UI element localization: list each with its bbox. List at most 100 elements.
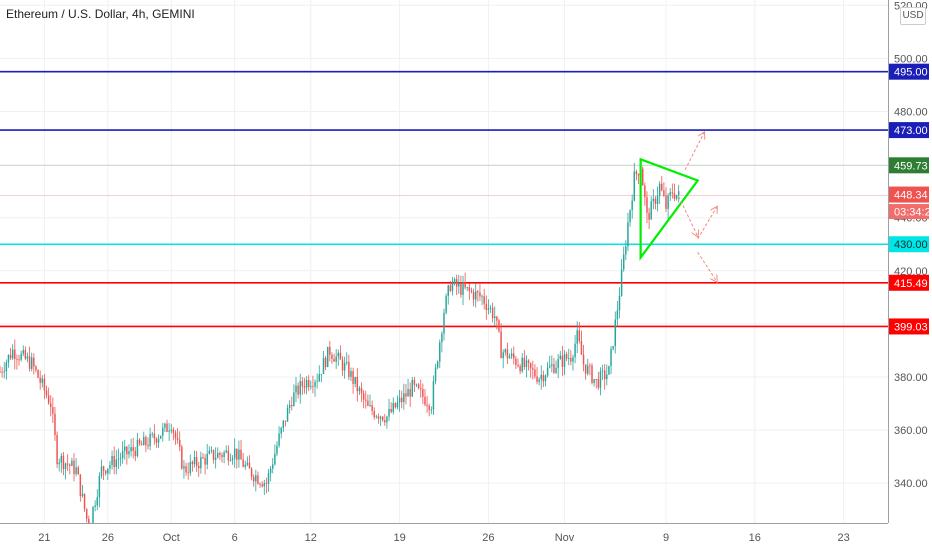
candle-body — [409, 389, 411, 397]
candle-body — [246, 462, 249, 465]
candle-body — [316, 381, 318, 382]
candles — [0, 158, 680, 542]
candle-body — [153, 433, 156, 439]
candle-body — [329, 346, 331, 355]
candle-body — [30, 357, 33, 369]
candle-body — [274, 453, 276, 465]
candle-body — [166, 423, 168, 432]
candle-body — [28, 356, 31, 369]
candle-body — [394, 402, 397, 408]
candle-body — [462, 282, 464, 295]
candle-body — [210, 450, 213, 451]
candle-body — [555, 367, 557, 373]
currency-button[interactable]: USD — [900, 7, 926, 25]
candle-body — [510, 353, 513, 357]
candle-body — [9, 355, 12, 359]
candle-body — [375, 416, 378, 418]
candle-body — [136, 439, 139, 457]
candle-body — [540, 375, 542, 380]
countdown-badge-bg — [889, 204, 929, 220]
candle-body — [460, 283, 462, 295]
candle-body — [227, 450, 230, 461]
candle-body — [635, 171, 638, 174]
candle-body — [69, 464, 71, 466]
candle-body — [384, 420, 386, 423]
candle-body — [94, 505, 96, 507]
level-badge-bg — [889, 122, 929, 139]
candle-body — [346, 361, 348, 363]
candle-body — [214, 457, 217, 460]
candle-body — [56, 434, 58, 465]
candle-body — [426, 404, 428, 406]
candle-body — [496, 316, 498, 321]
candle-body — [675, 194, 678, 199]
price-tick-label: 340.00 — [894, 478, 928, 490]
candle-body — [392, 402, 394, 412]
candle-body — [121, 450, 124, 458]
candle-body — [310, 386, 312, 388]
candle-body — [673, 193, 676, 199]
price-axis[interactable]: 340.00360.00380.00400.00420.00440.00460.… — [888, 0, 932, 550]
candle-body — [451, 283, 454, 291]
candle-body — [143, 437, 145, 446]
candle-body — [534, 369, 536, 377]
candle-body — [284, 420, 287, 422]
candle-body — [66, 463, 69, 465]
countdown-badge: 03:34:29 — [894, 207, 932, 219]
candle-body — [629, 210, 631, 223]
candle-body — [593, 379, 595, 383]
candle-body — [5, 362, 8, 372]
time-axis[interactable]: 21 26 Oct 6 12 19 26 Nov 9 16 23 — [0, 523, 932, 550]
candle-body — [16, 359, 18, 360]
candle-body — [132, 447, 134, 451]
candle-body — [529, 362, 532, 369]
candle-body — [405, 393, 407, 397]
candle-body — [202, 457, 204, 459]
candle-body — [115, 459, 118, 468]
candle-body — [574, 343, 576, 358]
candle-body — [667, 195, 669, 209]
candle-body — [81, 493, 84, 497]
candle-body — [240, 449, 242, 460]
candle-body — [181, 446, 183, 469]
candle-body — [286, 407, 289, 422]
candle-body — [485, 303, 488, 310]
candle-body — [147, 445, 149, 447]
candle-body — [407, 389, 409, 397]
candle-body — [449, 285, 452, 291]
candle-body — [130, 447, 132, 452]
candle-body — [455, 279, 458, 287]
candle-body — [487, 308, 490, 310]
candle-body — [356, 376, 359, 392]
candle-body — [358, 388, 361, 392]
candle-body — [244, 464, 246, 467]
candle-body — [113, 456, 115, 468]
candle-body — [642, 168, 644, 186]
candle-body — [77, 467, 79, 475]
candle-body — [33, 357, 35, 367]
candle-body — [665, 195, 667, 209]
candle-body — [134, 450, 137, 457]
candle-body — [331, 354, 333, 359]
candle-body — [538, 379, 540, 382]
candle-body — [622, 254, 625, 270]
candle-body — [128, 451, 130, 455]
candle-body — [314, 381, 316, 387]
candle-body — [483, 296, 485, 304]
candle-body — [582, 354, 585, 365]
candle-body — [297, 385, 299, 395]
candle-body — [601, 370, 604, 372]
candle-body — [250, 468, 253, 477]
candle-body — [140, 443, 143, 446]
candle-body — [102, 466, 105, 471]
candle-body — [365, 399, 367, 401]
candle-body — [259, 483, 261, 485]
candle-body — [149, 433, 151, 447]
candle-body — [159, 435, 162, 439]
candle-body — [341, 359, 344, 371]
candle-body — [432, 381, 435, 410]
candle-body — [269, 468, 272, 473]
candle-body — [563, 354, 566, 367]
candle-body — [299, 381, 301, 395]
